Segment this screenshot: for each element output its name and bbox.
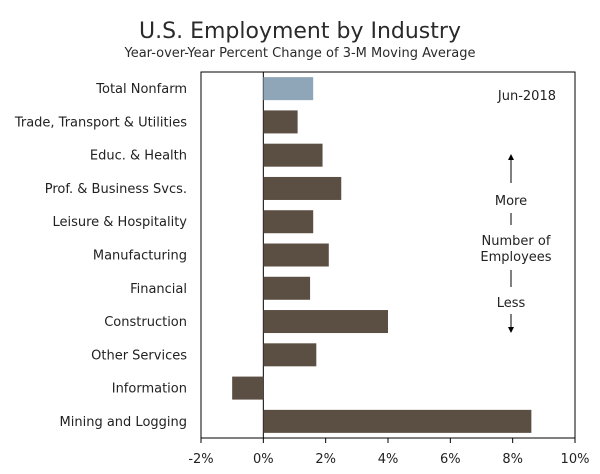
bars-group bbox=[232, 77, 532, 433]
bar-educ-health bbox=[263, 143, 323, 167]
annotation-number-of: Number of bbox=[482, 234, 551, 249]
bar-manufacturing bbox=[263, 243, 329, 267]
arrow-down-icon bbox=[508, 327, 514, 333]
category-label: Mining and Logging bbox=[60, 415, 187, 430]
annotation-employees: Employees bbox=[480, 250, 551, 265]
category-label: Trade, Transport & Utilities bbox=[14, 115, 187, 130]
bar-construction bbox=[263, 310, 388, 334]
chart-title: U.S. Employment by Industry bbox=[139, 19, 461, 44]
category-label: Total Nonfarm bbox=[95, 82, 187, 97]
bar-leisure-hospitality bbox=[263, 210, 314, 234]
x-tick-label: -2% bbox=[188, 452, 213, 467]
bar-total-nonfarm bbox=[263, 77, 314, 101]
category-label: Construction bbox=[104, 315, 187, 330]
category-label: Educ. & Health bbox=[90, 149, 187, 164]
x-tick-label: 10% bbox=[561, 452, 590, 467]
bar-other-services bbox=[263, 343, 317, 367]
category-labels: Total Nonfarm Trade, Transport & Utilitie… bbox=[14, 82, 187, 430]
x-tick-label: 4% bbox=[378, 452, 399, 467]
x-tick-label: 8% bbox=[502, 452, 523, 467]
bar-trade-transport-utilities bbox=[263, 110, 298, 134]
category-label: Manufacturing bbox=[93, 249, 187, 264]
chart-subtitle: Year-over-Year Percent Change of 3-M Mov… bbox=[124, 46, 476, 61]
bar-mining-and-logging bbox=[263, 409, 532, 433]
x-tick-label: 0% bbox=[253, 452, 274, 467]
bar-information bbox=[232, 376, 264, 400]
category-label: Information bbox=[112, 382, 187, 397]
category-label: Financial bbox=[130, 282, 187, 297]
x-axis-ticks: -2% 0% 2% 4% 6% 8% 10% bbox=[188, 438, 589, 467]
employees-annotation: More Number of Employees Less bbox=[480, 154, 552, 333]
category-label: Prof. & Business Svcs. bbox=[45, 182, 187, 197]
category-label: Other Services bbox=[91, 348, 187, 363]
x-tick-label: 2% bbox=[315, 452, 336, 467]
bar-prof-business-svcs bbox=[263, 176, 342, 200]
category-label: Leisure & Hospitality bbox=[52, 215, 187, 230]
x-tick-label: 6% bbox=[440, 452, 461, 467]
date-label: Jun-2018 bbox=[497, 89, 556, 104]
annotation-more: More bbox=[495, 194, 527, 209]
annotation-less: Less bbox=[497, 296, 526, 311]
bar-financial bbox=[263, 276, 311, 300]
arrow-up-icon bbox=[508, 154, 514, 160]
